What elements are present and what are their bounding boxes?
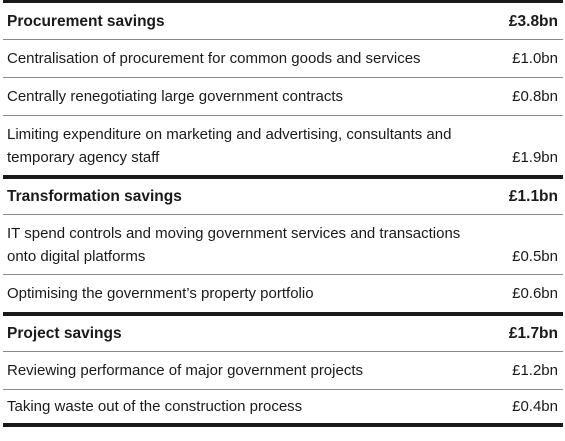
section-total: £1.7bn xyxy=(508,325,558,342)
row-amount: £1.0bn xyxy=(512,50,558,67)
row-label: Reviewing performance of major governmen… xyxy=(7,362,363,379)
row-label: IT spend controls and moving government … xyxy=(7,225,461,265)
section-header-procurement: Procurement savings £3.8bn xyxy=(3,0,563,39)
row-amount: £1.2bn xyxy=(512,362,558,379)
row-amount: £0.4bn xyxy=(512,398,558,415)
row-amount: £1.9bn xyxy=(512,149,558,166)
savings-table: Procurement savings £3.8bn Centralisatio… xyxy=(3,0,563,427)
row-amount: £0.8bn xyxy=(512,88,558,105)
section-title: Transformation savings xyxy=(7,188,182,205)
row-label: Taking waste out of the construction pro… xyxy=(7,398,303,415)
table-row: Taking waste out of the construction pro… xyxy=(3,389,563,427)
table-row: IT spend controls and moving government … xyxy=(3,214,563,274)
section-header-transformation: Transformation savings £1.1bn xyxy=(3,175,563,214)
section-header-project: Project savings £1.7bn xyxy=(3,312,563,351)
section-total: £1.1bn xyxy=(508,188,558,205)
row-label: Optimising the government’s property por… xyxy=(7,285,314,302)
row-amount: £0.6bn xyxy=(512,285,558,302)
section-title: Project savings xyxy=(7,325,122,342)
row-label: Centralisation of procurement for common… xyxy=(7,50,421,67)
section-title: Procurement savings xyxy=(7,12,165,30)
table-row: Optimising the government’s property por… xyxy=(3,274,563,312)
row-amount: £0.5bn xyxy=(512,248,558,265)
table-row: Centrally renegotiating large government… xyxy=(3,77,563,115)
row-label: Centrally renegotiating large government… xyxy=(7,88,344,105)
table-row: Limiting expenditure on marketing and ad… xyxy=(3,115,563,175)
table-row: Centralisation of procurement for common… xyxy=(3,39,563,77)
table-row: Reviewing performance of major governmen… xyxy=(3,351,563,389)
section-total: £3.8bn xyxy=(508,12,558,30)
row-label: Limiting expenditure on marketing and ad… xyxy=(7,126,452,166)
